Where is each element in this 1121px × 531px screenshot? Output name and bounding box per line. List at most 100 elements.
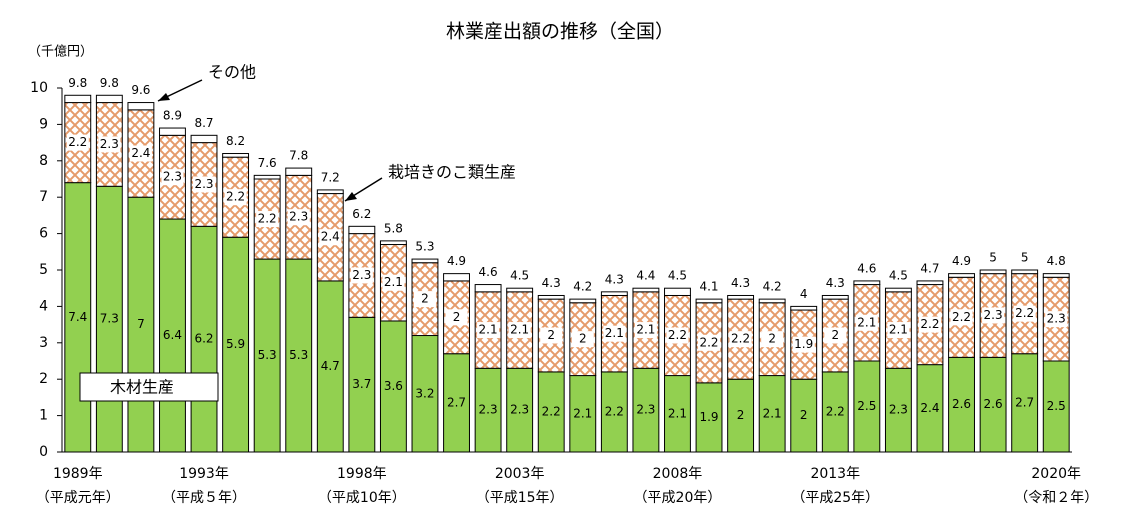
legend-label: 木材生産 — [110, 378, 174, 397]
value-label: 2.4 — [920, 401, 939, 415]
bar-segment — [948, 273, 975, 278]
value-label: 2.2 — [68, 135, 87, 149]
bar-segment — [285, 258, 313, 453]
total-label: 4.5 — [889, 269, 908, 283]
value-label: 5.3 — [289, 348, 308, 362]
bar-segment — [127, 102, 155, 111]
label-bg — [287, 209, 310, 226]
bar-segment — [506, 287, 534, 293]
value-label: 2.3 — [636, 403, 655, 417]
value-label: 2.3 — [100, 137, 119, 151]
bar-segment — [253, 174, 281, 180]
bar-segment — [790, 378, 818, 453]
total-label: 7.6 — [258, 156, 277, 170]
bar-segment — [884, 367, 912, 453]
y-tick-label: 8 — [39, 153, 48, 169]
value-label: 2.5 — [857, 399, 876, 413]
label-bg — [982, 307, 1005, 324]
x-tick-label: 1989年 — [53, 466, 103, 482]
bar-segment — [95, 185, 123, 453]
bar-segment — [474, 367, 502, 453]
value-label: 6.2 — [194, 332, 213, 346]
bar-segment — [758, 375, 786, 453]
y-tick-label: 9 — [39, 116, 48, 132]
value-label: 2 — [579, 332, 587, 346]
bar-segment — [1011, 353, 1039, 453]
bar-segment — [916, 280, 944, 286]
value-label: 2.1 — [763, 406, 782, 420]
value-label: 2.1 — [889, 323, 908, 337]
bar-segment — [95, 94, 123, 104]
bar-segment — [664, 287, 691, 296]
bar-segment — [379, 320, 407, 453]
value-label: 2.2 — [1015, 306, 1034, 320]
bar-segment — [253, 258, 281, 453]
bar-segment — [758, 298, 786, 304]
label-bg — [98, 136, 121, 153]
bar-segment — [159, 218, 186, 453]
label-bg — [634, 322, 657, 339]
bar-segment — [821, 371, 849, 453]
value-label: 2.7 — [447, 395, 466, 409]
value-label: 2.1 — [636, 323, 655, 337]
value-label: 2.1 — [605, 326, 624, 340]
bar-segment — [884, 287, 912, 293]
value-label: 6.4 — [163, 328, 182, 342]
label-bg — [698, 334, 721, 351]
label-bg — [1013, 305, 1036, 322]
bar-segment — [285, 167, 313, 176]
y-tick-label: 2 — [39, 371, 48, 387]
value-label: 2.3 — [510, 403, 529, 417]
label-bg — [224, 189, 247, 206]
label-bg — [508, 322, 531, 339]
total-label: 7.8 — [289, 149, 308, 163]
bar-segment — [443, 273, 470, 282]
value-label: 3.2 — [415, 386, 434, 400]
x-tick-sublabel: （令和２年） — [1014, 490, 1098, 506]
bar-segment — [537, 294, 565, 300]
arrow-head — [345, 192, 357, 201]
bar-segment — [1011, 269, 1039, 275]
label-bg — [445, 309, 468, 326]
value-label: 2 — [547, 328, 555, 342]
bar-segment — [821, 294, 849, 300]
y-unit: （千億円） — [28, 44, 93, 60]
value-label: 2.6 — [984, 397, 1003, 411]
bar-segment — [600, 291, 628, 296]
total-label: 6.2 — [352, 207, 371, 221]
value-label: 2 — [453, 310, 461, 324]
x-tick-label: 2020年 — [1031, 466, 1081, 482]
value-label: 2.4 — [131, 146, 150, 160]
value-label: 2.2 — [605, 404, 624, 418]
bar-segment — [64, 94, 92, 104]
label-bg — [540, 327, 563, 344]
annotation: 栽培きのこ類生産 — [388, 163, 516, 182]
y-tick-label: 6 — [39, 226, 48, 242]
bar-segment — [853, 360, 881, 453]
value-label: 2 — [737, 408, 745, 422]
bar-segment — [474, 284, 502, 293]
bar-segment — [537, 371, 565, 453]
y-tick-label: 3 — [39, 335, 48, 351]
value-label: 7.3 — [100, 312, 119, 326]
total-label: 4.4 — [636, 269, 655, 283]
bar-segment — [727, 378, 755, 453]
x-tick-sublabel: （平成５年） — [162, 490, 246, 506]
total-label: 4.2 — [573, 280, 592, 294]
bar-segment — [916, 364, 944, 453]
total-label: 4.6 — [857, 261, 876, 275]
bar-segment — [190, 225, 218, 453]
annotation: その他 — [208, 63, 256, 82]
total-label: 4.3 — [605, 272, 624, 286]
label-bg — [256, 211, 279, 228]
value-label: 2.1 — [668, 406, 687, 420]
y-tick-label: 4 — [39, 298, 48, 314]
bar-segment — [727, 294, 755, 300]
value-label: 2.1 — [573, 406, 592, 420]
total-label: 4.1 — [699, 280, 718, 294]
value-label: 2.3 — [289, 210, 308, 224]
x-tick-label: 2008年 — [653, 466, 703, 482]
label-bg — [319, 229, 342, 246]
y-tick-label: 5 — [39, 262, 48, 278]
